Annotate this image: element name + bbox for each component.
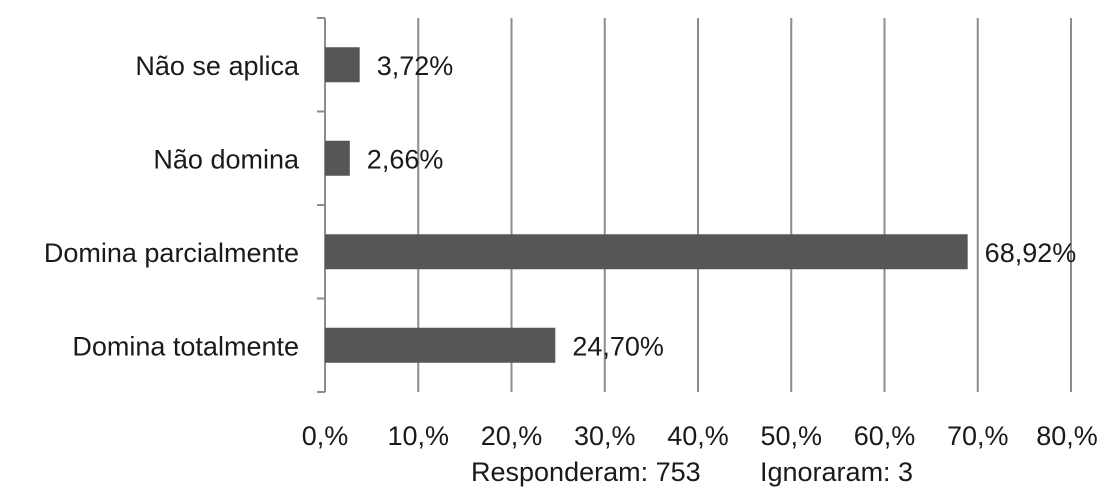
data-label: 68,92% [985, 238, 1077, 268]
data-labels: 3,72% 2,66% 68,92% 24,70% [367, 51, 1076, 362]
x-tick-label: 30,% [574, 421, 636, 451]
bars [325, 47, 968, 363]
response-summary: Responderam: 753 Ignoraram: 3 [471, 457, 913, 487]
bar [325, 140, 350, 176]
category-labels: Não se aplica Não domina Domina parcialmen… [44, 51, 300, 362]
y-axis [317, 17, 326, 393]
x-tick-label: 50,% [760, 421, 822, 451]
x-tick-label: 40,% [667, 421, 729, 451]
x-tick-labels: 0,% 10,% 20,% 30,% 40,% 50,% 60,% 70,% 80,% [302, 421, 1098, 451]
responded-count: Responderam: 753 [471, 457, 701, 487]
x-tick-label: 70,% [947, 421, 1009, 451]
bar [325, 47, 360, 83]
category-label: Não se aplica [135, 51, 300, 81]
x-tick-label: 80,% [1036, 421, 1098, 451]
data-label: 2,66% [367, 144, 444, 174]
x-tick-label: 10,% [387, 421, 449, 451]
bar [325, 234, 968, 270]
category-label: Domina parcialmente [44, 238, 299, 268]
x-tick-label: 0,% [302, 421, 349, 451]
bar [325, 327, 556, 363]
gridlines [417, 18, 1072, 392]
x-tick-label: 20,% [481, 421, 543, 451]
data-label: 3,72% [377, 51, 454, 81]
data-label: 24,70% [572, 331, 664, 361]
x-tick-label: 60,% [854, 421, 916, 451]
category-label: Domina totalmente [72, 331, 299, 361]
category-label: Não domina [153, 144, 300, 174]
ignored-count: Ignoraram: 3 [760, 457, 913, 487]
